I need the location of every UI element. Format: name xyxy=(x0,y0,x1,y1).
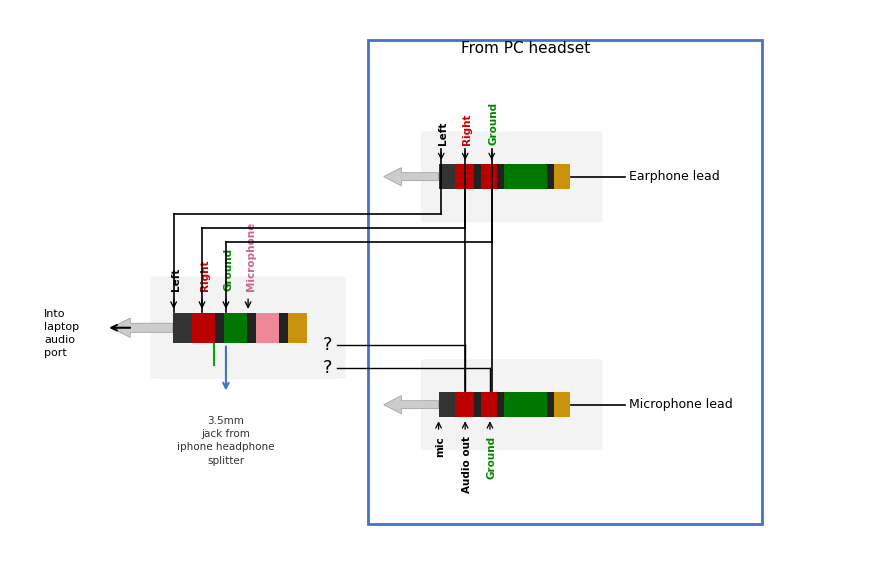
Bar xyxy=(474,392,481,417)
Bar xyxy=(224,313,247,343)
Bar xyxy=(455,164,474,189)
Text: From PC headset: From PC headset xyxy=(461,41,590,56)
Bar xyxy=(279,313,288,343)
FancyArrow shape xyxy=(384,396,439,414)
Text: Earphone lead: Earphone lead xyxy=(629,170,719,183)
Bar xyxy=(547,164,554,189)
Text: Right: Right xyxy=(199,259,210,291)
Text: Ground: Ground xyxy=(488,102,499,145)
Bar xyxy=(481,392,497,417)
FancyBboxPatch shape xyxy=(151,276,346,379)
Text: Left: Left xyxy=(438,122,448,145)
Text: 3.5mm
jack from
iphone headphone
splitter: 3.5mm jack from iphone headphone splitte… xyxy=(177,416,275,466)
Bar xyxy=(455,392,474,417)
Bar xyxy=(504,164,547,189)
Bar xyxy=(256,313,279,343)
Bar xyxy=(504,392,547,417)
Bar xyxy=(247,313,256,343)
Bar xyxy=(547,392,554,417)
Text: Left: Left xyxy=(171,267,182,291)
Text: Microphone: Microphone xyxy=(245,222,256,291)
Bar xyxy=(215,313,224,343)
Bar xyxy=(474,164,481,189)
Text: mic: mic xyxy=(435,436,446,457)
Text: Ground: Ground xyxy=(223,247,234,291)
Text: Microphone lead: Microphone lead xyxy=(629,398,733,411)
Text: Audio out: Audio out xyxy=(462,436,472,493)
Text: Into
laptop
audio
port: Into laptop audio port xyxy=(44,308,80,359)
Bar xyxy=(481,164,497,189)
FancyBboxPatch shape xyxy=(421,131,602,222)
Bar xyxy=(554,164,570,189)
Bar xyxy=(439,164,455,189)
Text: Right: Right xyxy=(462,114,472,145)
Text: ?: ? xyxy=(323,359,332,377)
Bar xyxy=(439,392,455,417)
Bar xyxy=(288,313,307,343)
Text: ?: ? xyxy=(323,336,332,354)
Bar xyxy=(497,392,504,417)
FancyBboxPatch shape xyxy=(421,359,602,450)
FancyArrow shape xyxy=(384,168,439,186)
Bar xyxy=(554,392,570,417)
Bar xyxy=(173,313,192,343)
Text: Ground: Ground xyxy=(486,436,497,479)
Bar xyxy=(497,164,504,189)
Bar xyxy=(192,313,215,343)
FancyArrow shape xyxy=(111,318,173,337)
